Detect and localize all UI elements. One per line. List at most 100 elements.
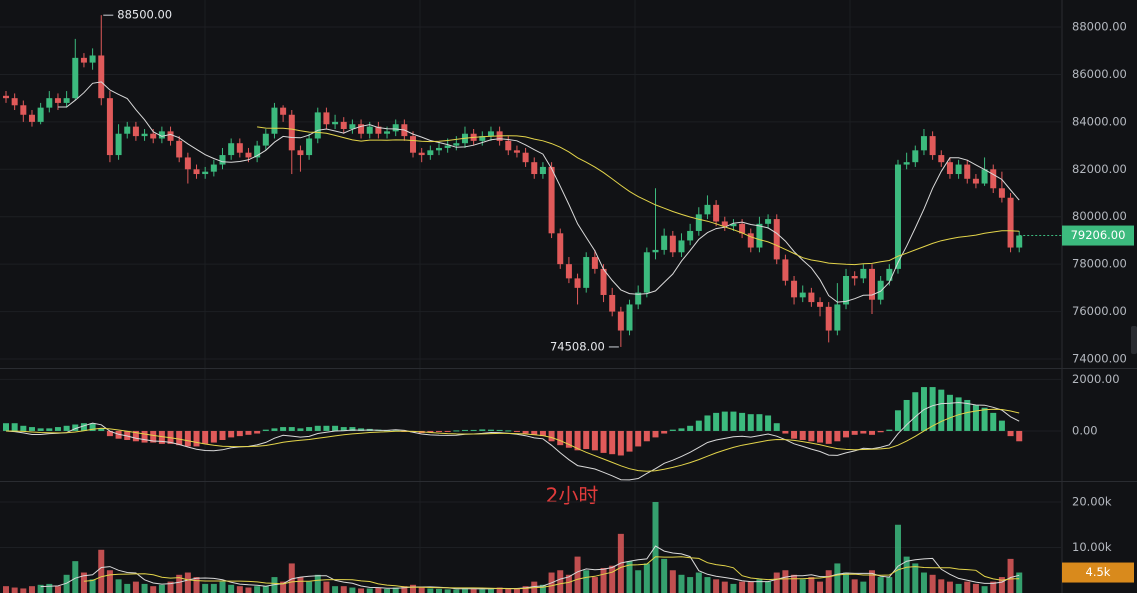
- candle-body: [72, 57, 79, 99]
- candle-body: [661, 235, 668, 250]
- macd-bar: [557, 430, 564, 446]
- volume-ma: [83, 556, 1020, 590]
- candle-body: [410, 136, 417, 153]
- candle-body: [37, 107, 44, 122]
- macd-bar: [20, 425, 27, 431]
- macd-bar: [124, 430, 131, 440]
- candle-body: [384, 131, 391, 134]
- interval-watermark: 2小时: [546, 484, 599, 508]
- candle-body: [998, 188, 1005, 198]
- volume-bar: [210, 583, 217, 593]
- candle-body: [972, 178, 979, 184]
- macd-bar: [98, 428, 105, 431]
- volume-bar: [981, 586, 988, 593]
- volume-bar: [791, 574, 798, 593]
- volume-bar: [635, 570, 642, 593]
- volume-bar: [505, 588, 512, 593]
- macd-bar: [669, 429, 676, 431]
- y-tick-label: 10.00k: [1072, 540, 1112, 554]
- macd-bar: [202, 430, 209, 444]
- candle-body: [756, 223, 763, 248]
- candle-body: [150, 133, 157, 139]
- macd-bar: [436, 430, 442, 432]
- macd-bar: [817, 430, 824, 443]
- volume-bar: [314, 574, 321, 593]
- candle-body: [418, 152, 425, 156]
- scroll-handle[interactable]: [1131, 326, 1137, 354]
- macd-bar: [150, 430, 157, 443]
- volume-bar: [228, 584, 235, 593]
- macd-bar: [877, 430, 884, 433]
- candle-body: [695, 214, 702, 231]
- macd-bar: [635, 430, 642, 447]
- macd-bar: [591, 430, 598, 451]
- candle-body: [678, 240, 685, 253]
- candle-body: [132, 126, 139, 137]
- volume-bar: [150, 586, 157, 593]
- volume-bar: [773, 572, 780, 593]
- macd-bar: [461, 429, 468, 431]
- candle-body: [946, 162, 953, 175]
- volume-bar: [245, 587, 252, 593]
- volume-bar: [704, 577, 711, 593]
- candle-body: [739, 223, 746, 234]
- volume-bar: [972, 583, 979, 593]
- macd-bar: [349, 427, 356, 431]
- volume-bar: [591, 577, 598, 593]
- volume-bar: [306, 581, 313, 593]
- candle-body: [747, 233, 754, 248]
- volume-bar: [756, 579, 763, 593]
- candle-body: [254, 145, 261, 158]
- volume-bar: [825, 570, 832, 593]
- volume-bar: [176, 574, 183, 593]
- volume-bar: [539, 584, 546, 593]
- candle-body: [1007, 197, 1014, 248]
- candle-body: [843, 276, 850, 305]
- macd-bar: [652, 430, 659, 438]
- macd-bar: [938, 389, 945, 431]
- candle-body: [799, 292, 806, 298]
- macd-bar: [626, 430, 633, 452]
- volume-bar: [115, 579, 122, 593]
- volume-bar: [574, 556, 581, 593]
- macd-bar: [860, 430, 867, 434]
- y-tick-label: 80000.00: [1072, 209, 1127, 223]
- candle-body: [358, 124, 365, 134]
- candle-body: [886, 268, 893, 281]
- volume-bar: [661, 558, 668, 593]
- macd-bar: [894, 410, 901, 431]
- volume-bar: [219, 581, 226, 593]
- volume-bar: [375, 587, 382, 593]
- candle-body: [643, 252, 650, 293]
- candle-body: [626, 304, 633, 331]
- volume-bar: [721, 581, 728, 593]
- candle-body: [392, 124, 399, 132]
- macd-bar: [756, 414, 763, 431]
- volume-bar: [964, 581, 971, 593]
- macd-bar: [739, 412, 746, 431]
- macd-bar: [280, 427, 287, 431]
- candle-body: [591, 257, 598, 269]
- volume-bar: [894, 524, 901, 593]
- candle-body: [687, 230, 694, 241]
- volume-bar: [46, 583, 53, 593]
- low-label: 74508.00: [550, 339, 605, 353]
- macd-bar: [80, 423, 87, 431]
- macd-bar: [617, 430, 624, 456]
- candle-body: [3, 95, 9, 99]
- candle-body: [548, 166, 555, 234]
- macd-bar: [747, 414, 754, 431]
- volume-bar: [288, 563, 295, 593]
- macd-bar: [583, 430, 590, 450]
- macd-bar: [470, 429, 477, 431]
- candle-body: [167, 131, 174, 141]
- candle-body: [262, 133, 269, 146]
- macd-bar: [288, 427, 295, 431]
- macd-bar: [236, 430, 243, 437]
- candle-body: [210, 164, 217, 172]
- candle-body: [80, 57, 87, 63]
- y-tick-label: 88000.00: [1072, 20, 1127, 34]
- macd-bar: [513, 430, 520, 432]
- candle-body: [730, 223, 737, 227]
- volume-bar: [817, 581, 824, 593]
